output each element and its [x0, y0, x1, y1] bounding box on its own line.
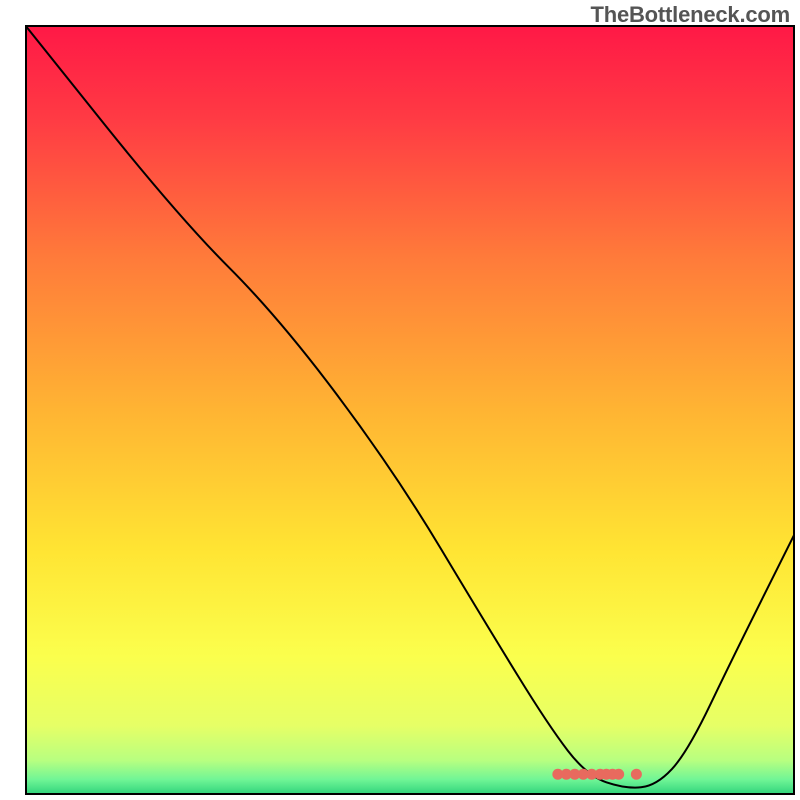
chart-markers	[25, 25, 795, 795]
canvas: TheBottleneck.com	[0, 0, 800, 800]
chart-marker	[613, 769, 624, 780]
chart-marker	[631, 769, 642, 780]
plot-area	[25, 25, 795, 795]
